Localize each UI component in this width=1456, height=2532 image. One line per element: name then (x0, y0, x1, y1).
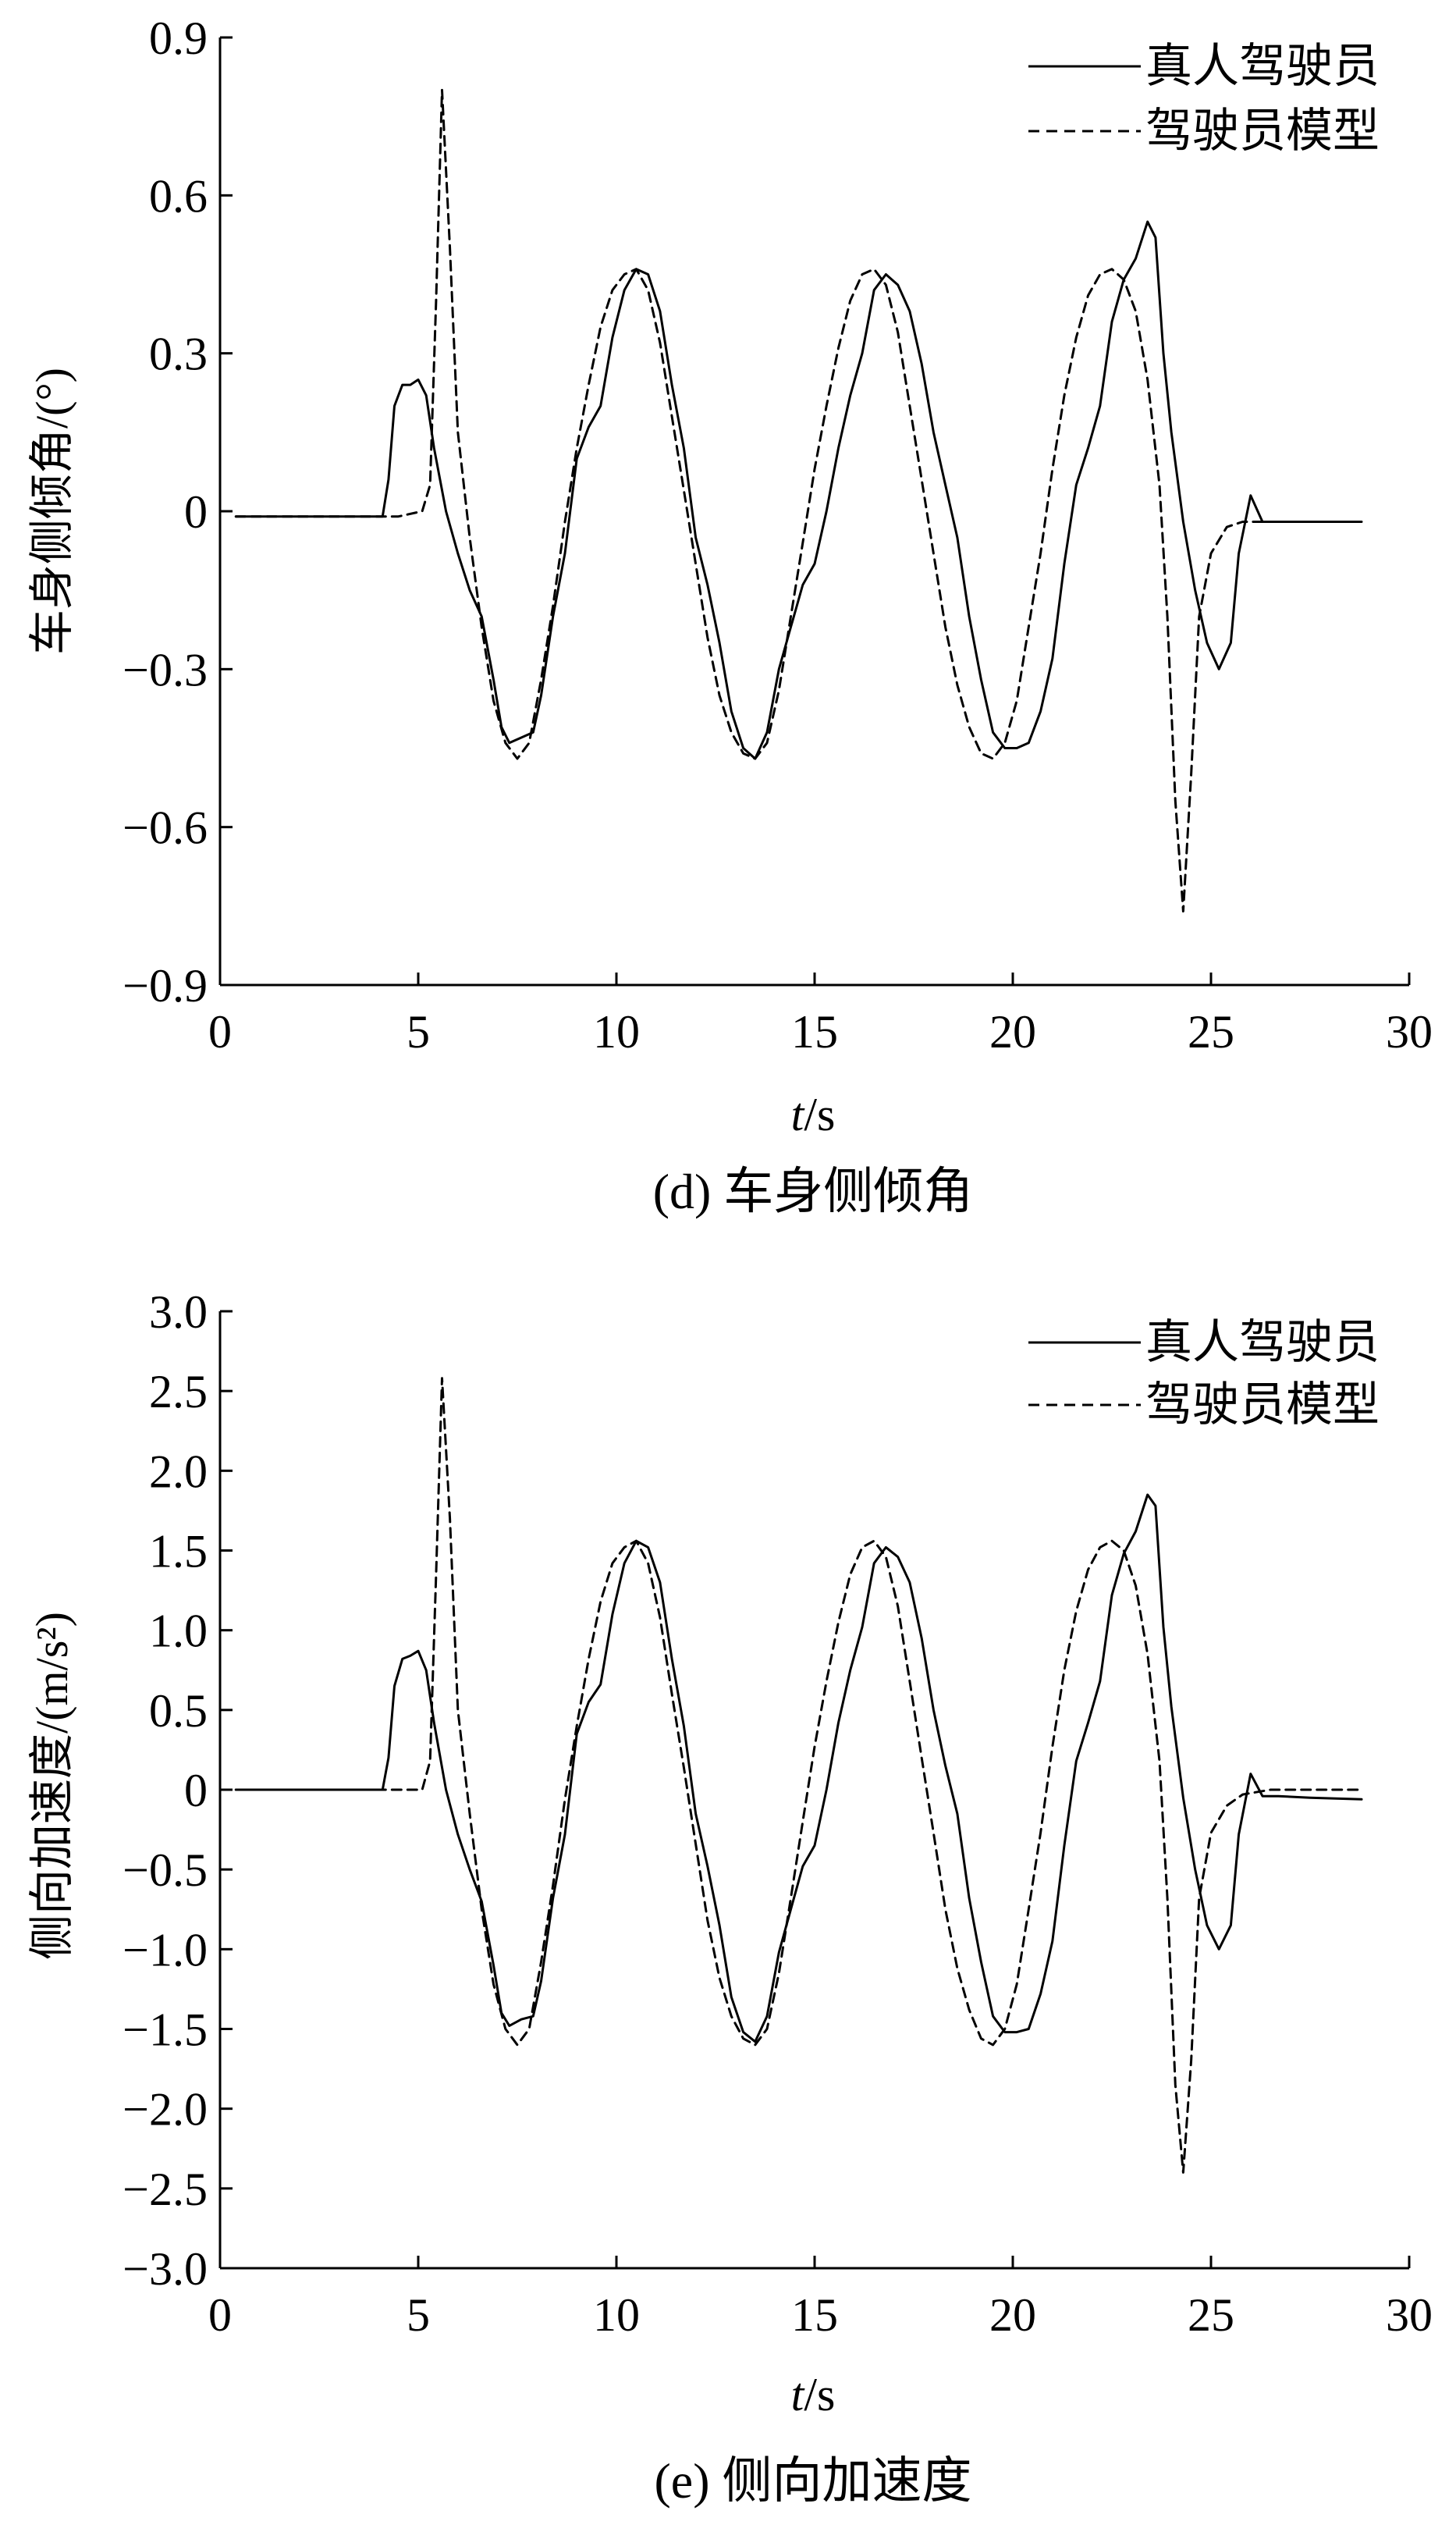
x-tick-label: 25 (1188, 2289, 1234, 2341)
y-tick-label: −0.3 (123, 644, 208, 695)
x-tick-label: 0 (208, 2289, 232, 2341)
y-tick-label: 0 (184, 1765, 208, 1816)
chart-panel-e: −3.0 −2.5 −2.0 −1.5 −1.0 −0.5 0 0.5 1.0 1.5 2.0 2.5… (27, 1286, 1433, 2509)
y-tick-label: −0.6 (123, 802, 208, 854)
legend-label-1: 驾驶员模型 (1145, 105, 1380, 157)
panel-caption: (d) 车身侧倾角 (653, 1164, 974, 1219)
series-group (234, 88, 1363, 913)
y-tick-group: −0.9 −0.6 −0.3 0 0.3 0.6 0.9 (123, 12, 233, 1012)
x-axis-var: t (791, 2369, 805, 2420)
legend-label-0: 真人驾驶员 (1145, 1317, 1380, 1368)
y-tick-label: 0.5 (149, 1685, 208, 1737)
y-tick-label: −2.5 (123, 2164, 208, 2215)
x-tick-label: 25 (1188, 1006, 1234, 1058)
x-tick-label: 5 (407, 1006, 430, 1058)
x-tick-label: 20 (989, 2289, 1036, 2341)
series-line-driver (234, 1493, 1363, 2043)
legend-label-0: 真人驾驶员 (1145, 41, 1380, 92)
x-tick-label: 15 (791, 1006, 838, 1058)
y-tick-label: 0.6 (149, 170, 208, 222)
y-tick-group: −3.0 −2.5 −2.0 −1.5 −1.0 −0.5 0 0.5 1.0 1.5 2.0 2.5… (123, 1286, 233, 2295)
y-tick-label: 2.5 (149, 1366, 208, 1417)
series-line-model (234, 88, 1363, 913)
y-tick-label: 3.0 (149, 1286, 208, 1338)
y-tick-label: 1.5 (149, 1526, 208, 1577)
y-tick-label: −0.9 (123, 960, 208, 1012)
x-tick-label: 15 (791, 2289, 838, 2341)
y-tick-label: 0.3 (149, 329, 208, 380)
y-tick-label: −2.0 (123, 2084, 208, 2135)
panel-caption: (e) 侧向加速度 (654, 2453, 971, 2509)
y-tick-label: −1.0 (123, 1924, 208, 1975)
legend: 真人驾驶员 驾驶员模型 (1028, 1317, 1380, 1431)
y-tick-label: −3.0 (123, 2243, 208, 2295)
y-axis-label: 车身侧倾角/(°) (27, 368, 77, 655)
x-tick-label: 5 (407, 2289, 430, 2341)
x-axis-label: t/s (791, 1089, 836, 1140)
y-axis-label: 侧向加速度/(m/s²) (27, 1612, 77, 1960)
y-tick-label: 1.0 (149, 1606, 208, 1657)
x-tick-label: 30 (1386, 2289, 1433, 2341)
x-tick-label: 20 (989, 1006, 1036, 1058)
chart-panel-d: −0.9 −0.6 −0.3 0 0.3 0.6 0.9 0 5 10 15 20 25 30 真人驾驶… (27, 12, 1433, 1219)
y-tick-label: 0.9 (149, 12, 208, 64)
x-tick-group: 0 5 10 15 20 25 30 (208, 2256, 1433, 2341)
x-axis-unit: /s (804, 2369, 835, 2420)
series-line-model (234, 1377, 1363, 2174)
legend-label-1: 驾驶员模型 (1145, 1379, 1380, 1431)
x-tick-label: 0 (208, 1006, 232, 1058)
x-axis-var: t (791, 1089, 805, 1140)
x-axis-label: t/s (791, 2369, 836, 2420)
y-tick-label: −0.5 (123, 1844, 208, 1896)
x-tick-label: 10 (593, 1006, 640, 1058)
y-tick-label: 0 (184, 486, 208, 538)
series-line-driver (234, 220, 1363, 760)
legend: 真人驾驶员 驾驶员模型 (1028, 41, 1380, 157)
x-axis-unit: /s (804, 1089, 835, 1140)
x-tick-group: 0 5 10 15 20 25 30 (208, 973, 1433, 1058)
series-group (234, 1377, 1363, 2174)
x-tick-label: 30 (1386, 1006, 1433, 1058)
y-tick-label: 2.0 (149, 1446, 208, 1497)
y-tick-label: −1.5 (123, 2004, 208, 2056)
x-tick-label: 10 (593, 2289, 640, 2341)
